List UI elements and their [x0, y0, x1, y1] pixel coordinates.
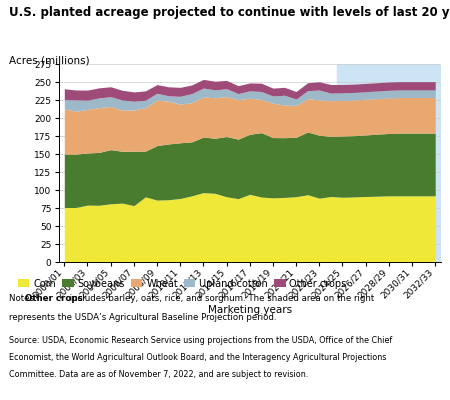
- Text: includes barley, oats, rice, and sorghum. The shaded area on the right: includes barley, oats, rice, and sorghum…: [67, 294, 374, 303]
- Text: Economist, the World Agricultural Outlook Board, and the Interagency Agricultura: Economist, the World Agricultural Outloo…: [9, 353, 387, 362]
- Text: Acres (millions): Acres (millions): [9, 55, 90, 65]
- Text: Other crops: Other crops: [25, 294, 82, 303]
- Text: U.S. planted acreage projected to continue with levels of last 20 years: U.S. planted acreage projected to contin…: [9, 6, 450, 19]
- Bar: [337, 64, 441, 262]
- Text: Notes:: Notes:: [9, 294, 40, 303]
- Text: represents the USDA’s Agricultural Baseline Projection period.: represents the USDA’s Agricultural Basel…: [9, 313, 276, 322]
- Legend: Corn, Soybeans, Wheat, Upland cotton, Other crops: Corn, Soybeans, Wheat, Upland cotton, Ot…: [14, 275, 351, 293]
- Text: Source: USDA, Economic Research Service using projections from the USDA, Office : Source: USDA, Economic Research Service …: [9, 336, 392, 345]
- X-axis label: Marketing years: Marketing years: [208, 304, 292, 314]
- Text: Committee. Data are as of November 7, 2022, and are subject to revision.: Committee. Data are as of November 7, 20…: [9, 370, 308, 379]
